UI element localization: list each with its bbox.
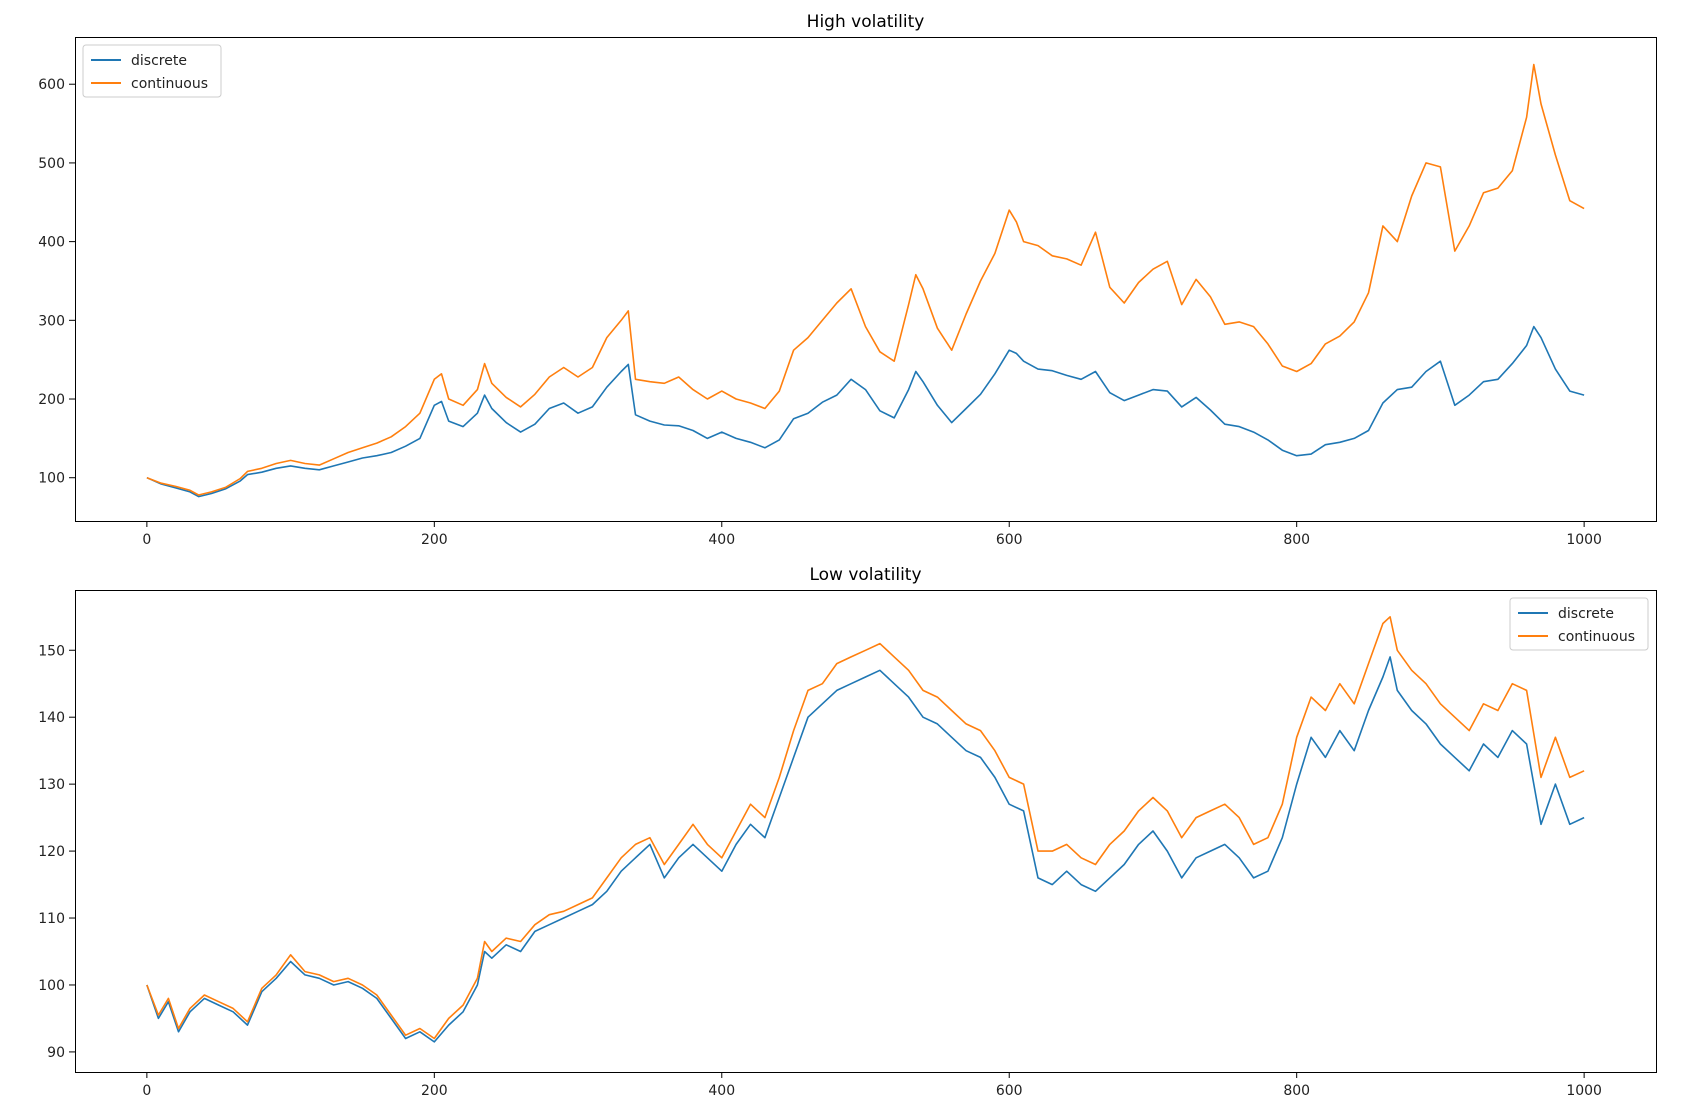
legend-label-continuous: continuous xyxy=(131,76,208,92)
series-line-discrete xyxy=(146,325,1585,498)
y-tick-label: 90 xyxy=(47,1045,65,1061)
chart-title: High volatility xyxy=(807,12,925,32)
y-tick-label: 150 xyxy=(38,643,65,659)
y-tick-label: 110 xyxy=(38,911,65,927)
legend: discrete continuous xyxy=(82,44,222,98)
plot-area-frame xyxy=(75,590,1657,1073)
y-tick-label: 600 xyxy=(38,77,65,93)
chart-panel-0: High volatility 0 200 400 600 800 1000 100 200 30… xyxy=(38,12,1657,548)
y-tick-label: 130 xyxy=(38,777,65,793)
x-tick-label: 400 xyxy=(708,532,735,548)
y-tick-label: 500 xyxy=(38,156,65,172)
x-tick-label: 200 xyxy=(421,532,448,548)
chart-panel-1: Low volatility 0 200 400 600 800 1000 90 100 110 1… xyxy=(38,565,1657,1099)
x-tick-label: 400 xyxy=(708,1083,735,1099)
y-tick-label: 140 xyxy=(38,710,65,726)
x-tick-label: 800 xyxy=(1283,1083,1310,1099)
legend-label-discrete: discrete xyxy=(131,53,187,69)
plot-area-frame xyxy=(75,37,1657,522)
y-tick-label: 300 xyxy=(38,313,65,329)
y-tick-label: 400 xyxy=(38,235,65,251)
x-tick-label: 0 xyxy=(142,1083,151,1099)
y-tick-label: 100 xyxy=(38,978,65,994)
y-tick-label: 120 xyxy=(38,844,65,860)
y-tick-label: 200 xyxy=(38,392,65,408)
legend: discrete continuous xyxy=(1509,597,1649,651)
x-tick-label: 800 xyxy=(1283,532,1310,548)
series-line-continuous xyxy=(146,616,1585,1040)
legend-label-discrete: discrete xyxy=(1558,606,1614,622)
x-tick-label: 1000 xyxy=(1566,1083,1602,1099)
chart-title: Low volatility xyxy=(809,565,921,585)
series-line-discrete xyxy=(146,656,1585,1043)
x-tick-label: 600 xyxy=(996,1083,1023,1099)
y-tick-label: 100 xyxy=(38,471,65,487)
x-tick-label: 200 xyxy=(421,1083,448,1099)
series-line-continuous xyxy=(146,63,1585,496)
x-tick-label: 0 xyxy=(142,532,151,548)
x-tick-label: 1000 xyxy=(1566,532,1602,548)
x-tick-label: 600 xyxy=(996,532,1023,548)
legend-label-continuous: continuous xyxy=(1558,629,1635,645)
